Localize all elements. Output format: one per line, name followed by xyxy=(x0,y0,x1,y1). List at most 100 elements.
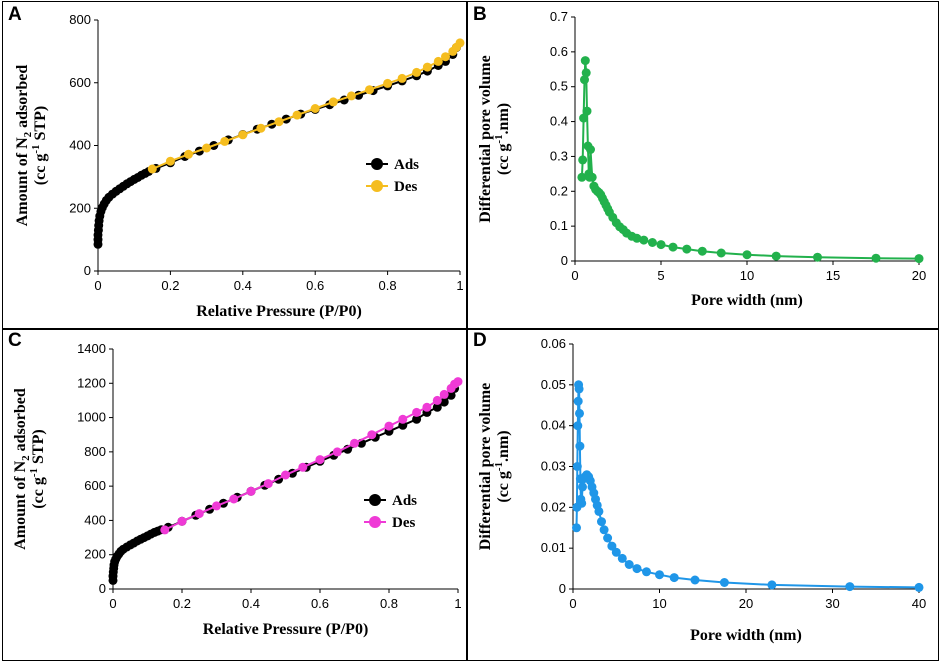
data-point-des xyxy=(160,525,170,535)
data-point-des xyxy=(398,414,408,424)
x-tick-label: 0 xyxy=(571,268,578,283)
y-tick-label: 800 xyxy=(69,12,91,27)
x-tick-label: 10 xyxy=(740,268,754,283)
x-tick-label: 0 xyxy=(109,596,116,611)
psd-chart-d: 0 0.01 0.02 0.03 0.04 0.05 0.06 0 10 20 30 40 Pore w… xyxy=(477,336,926,644)
y-axis-label-line1: Amount of N2 adsorbed xyxy=(12,388,32,550)
x-tick-label: 20 xyxy=(739,596,753,611)
data-point-des xyxy=(432,395,442,405)
data-point-des xyxy=(422,402,432,412)
y-tick-label: 0.05 xyxy=(541,377,566,392)
data-point-des xyxy=(367,430,377,440)
data-point-ads xyxy=(446,390,456,400)
data-point-psd xyxy=(669,573,679,583)
y-tick-label: 1000 xyxy=(77,410,106,425)
legend-label-des: Des xyxy=(394,179,417,195)
y-axis-label-superscript: -1 xyxy=(493,134,505,143)
data-point-des xyxy=(184,149,193,159)
data-point-psd xyxy=(577,498,587,508)
data-point-psd xyxy=(632,564,642,574)
y-axis-label-superscript: -1 xyxy=(30,144,42,153)
data-point-psd xyxy=(642,567,651,577)
y-tick-label: 600 xyxy=(84,478,106,493)
x-tick-label: 0.4 xyxy=(242,596,260,611)
y-axis-label-text: (cc g xyxy=(32,154,49,186)
data-point-psd xyxy=(624,560,634,569)
x-axis-label: Pore width (nm) xyxy=(691,292,803,309)
data-point-psd xyxy=(573,396,583,406)
y-tick-label: 0.3 xyxy=(550,148,568,163)
data-point-psd xyxy=(690,575,700,585)
y-axis-label-text: Amount of N xyxy=(14,137,31,226)
data-point-psd xyxy=(573,421,583,431)
panel-a: A 0 200 400 600 800 0 0.2 0.4 0.6 0.8 1 Relative Pr… xyxy=(2,1,467,329)
y-axis-label-text: (cc g xyxy=(495,144,512,176)
y-axis-label-superscript: -1 xyxy=(28,468,40,477)
data-point-psd xyxy=(914,582,924,592)
legend-marker-des xyxy=(369,516,381,528)
y-tick-label: 1400 xyxy=(77,341,106,356)
data-point-des xyxy=(365,85,374,95)
data-point-des xyxy=(274,117,284,127)
x-tick-label: 0.2 xyxy=(173,596,191,611)
y-axis-label-line2: (cc g-1 STP) xyxy=(28,429,47,508)
y-axis-label-text: Amount of N xyxy=(12,460,29,549)
data-point-des xyxy=(412,67,422,77)
data-point-des xyxy=(310,104,320,113)
data-point-des xyxy=(220,136,230,146)
panel-c: C 0 200 400 600 800 1000 1200 1400 0 0.2 0.4 0.6 0.8… xyxy=(2,329,467,661)
data-point-psd xyxy=(575,441,585,451)
panel-label-d: D xyxy=(473,330,487,351)
y-tick-label: 600 xyxy=(69,75,91,90)
y-axis-label-line1: Differential pore volume xyxy=(477,383,494,550)
x-tick-label: 1 xyxy=(456,278,463,293)
panel-label-a: A xyxy=(8,4,22,25)
y-tick-label: 0.06 xyxy=(541,336,566,351)
y-axis-label-subscript: 2 xyxy=(20,455,32,461)
y-axis-label-line2: (cc g-1.nm) xyxy=(493,430,512,502)
data-point-psd xyxy=(632,233,642,243)
x-tick-label: 0.4 xyxy=(234,278,252,293)
y-tick-label: 0 xyxy=(84,263,91,278)
legend-label-ads: Ads xyxy=(392,493,417,509)
data-point-psd xyxy=(603,533,613,543)
data-point-psd xyxy=(639,235,649,245)
x-axis-label: Relative Pressure (P/P0) xyxy=(203,621,369,638)
y-tick-label: 0.01 xyxy=(541,540,566,555)
y-tick-label: 0 xyxy=(561,253,568,268)
y-tick-label: 0.04 xyxy=(541,418,566,433)
data-point-psd xyxy=(914,254,924,264)
data-point-psd xyxy=(682,244,692,254)
y-axis-label-text: (cc g xyxy=(30,477,47,509)
y-axis-label-superscript: -1 xyxy=(493,462,505,471)
data-point-des xyxy=(256,123,266,133)
data-point-des xyxy=(177,516,187,526)
panel-d: D 0 0.01 0.02 0.03 0.04 0.05 0.06 0 10 20 30 40 Pore… xyxy=(467,329,939,661)
isotherm-chart-a: 0 200 400 600 800 0 0.2 0.4 0.6 0.8 1 Relative Pres… xyxy=(14,12,465,320)
y-tick-label: 200 xyxy=(84,547,106,562)
y-tick-label: 1200 xyxy=(77,375,106,390)
panel-b: B 0 0.1 0.2 0.3 0.4 0.5 0.6 0.7 0 5 10 15 20 Pore wid… xyxy=(467,1,939,329)
x-tick-label: 10 xyxy=(652,596,666,611)
data-point-des xyxy=(246,486,256,496)
y-axis-label-text: adsorbed xyxy=(14,65,31,132)
data-point-psd xyxy=(871,253,881,263)
x-tick-label: 30 xyxy=(825,596,839,611)
y-tick-label: 0.1 xyxy=(550,218,568,233)
data-point-psd xyxy=(579,113,589,123)
series-line-psd xyxy=(575,384,920,589)
data-point-psd xyxy=(587,172,597,182)
data-point-ads xyxy=(432,402,442,412)
y-axis-label-line2: (cc g-1 STP) xyxy=(30,106,49,185)
data-point-psd xyxy=(647,238,657,247)
data-point-des xyxy=(165,156,175,166)
y-tick-label: 0.4 xyxy=(550,114,568,129)
data-point-ads xyxy=(439,397,449,407)
x-tick-label: 40 xyxy=(912,596,926,611)
x-tick-label: 0.2 xyxy=(161,278,179,293)
data-point-psd xyxy=(578,155,588,165)
data-point-psd xyxy=(767,580,777,590)
data-point-psd xyxy=(582,106,592,116)
data-point-ads xyxy=(412,414,422,424)
x-axis-label: Pore width (nm) xyxy=(690,627,802,644)
